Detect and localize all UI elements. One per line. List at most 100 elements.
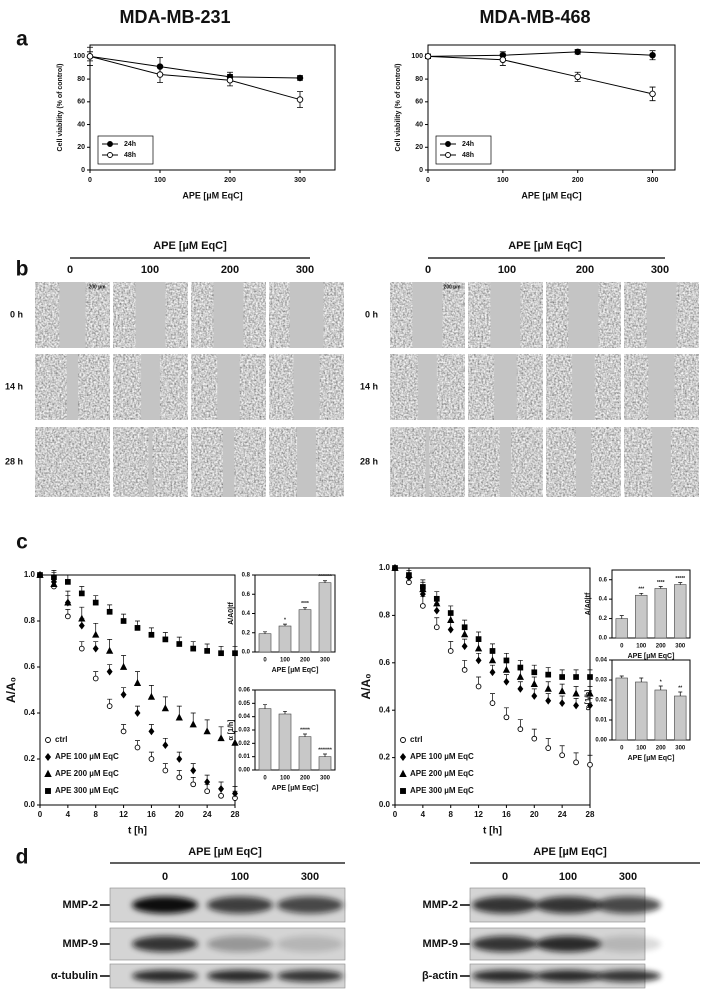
wound-gap	[412, 282, 443, 348]
panel-label: b	[16, 258, 29, 281]
x-tick-label: 100	[497, 177, 509, 184]
marker	[424, 53, 432, 60]
marker	[489, 700, 496, 706]
y-tick-label: 0.00	[595, 738, 607, 744]
time-label: 28 h	[360, 456, 378, 466]
x-tick-label: 0	[426, 177, 430, 184]
dose-label: 0	[425, 264, 431, 276]
wound-gap	[425, 427, 430, 497]
wound-gap	[572, 354, 595, 420]
error-bar	[658, 586, 663, 589]
blot-band	[207, 936, 273, 952]
marker	[176, 755, 183, 763]
bar	[258, 708, 272, 771]
bar	[654, 689, 667, 741]
dose-label: 300	[619, 871, 637, 883]
wound-gap	[652, 427, 671, 497]
blot-band	[132, 936, 198, 952]
error-bar	[619, 675, 624, 678]
marker	[433, 599, 441, 607]
y-tick-label: 0.04	[595, 658, 607, 664]
marker	[447, 610, 454, 616]
marker	[107, 141, 113, 147]
bar	[318, 756, 332, 771]
scale-label: 200 µm	[88, 284, 106, 290]
marker	[531, 692, 538, 700]
marker	[50, 580, 58, 588]
marker	[107, 152, 113, 158]
dose-axis-label: APE [µM EqC]	[188, 846, 262, 858]
marker	[134, 625, 141, 631]
x-tick-label: 0	[393, 810, 398, 819]
error-bar	[678, 691, 683, 696]
y-tick-label: 0.02	[595, 698, 607, 704]
panel-label: d	[16, 846, 29, 869]
micrograph	[35, 427, 110, 497]
marker	[296, 74, 304, 82]
x-tick-label: 200	[224, 177, 236, 184]
y-tick-label: 0.01	[595, 718, 607, 724]
x-tick-label: 28	[586, 810, 595, 819]
marker	[400, 737, 406, 743]
x-tick-label: 12	[119, 810, 128, 819]
dose-axis-label: APE [µM EqC]	[533, 846, 607, 858]
marker	[106, 608, 113, 615]
marker	[461, 642, 468, 651]
marker	[92, 675, 99, 682]
x-tick-label: 8	[93, 810, 98, 819]
marker	[433, 624, 440, 631]
error-bar	[283, 710, 287, 714]
legend-label: APE 300 µM EqC	[55, 786, 119, 795]
marker	[147, 692, 156, 700]
legend-label: APE 300 µM EqC	[410, 786, 474, 795]
marker	[218, 650, 224, 657]
x-tick-label: 300	[320, 658, 331, 664]
marker	[78, 621, 85, 630]
x-tick-label: 4	[66, 810, 71, 819]
marker	[218, 792, 224, 799]
marker	[587, 701, 593, 710]
bar	[635, 681, 648, 741]
marker	[399, 769, 407, 777]
blot-band	[132, 970, 198, 982]
wound-gap	[297, 427, 316, 497]
plot-frame	[611, 569, 691, 639]
x-tick-label: 200	[300, 658, 311, 664]
marker	[475, 683, 482, 690]
marker	[587, 761, 593, 768]
marker	[559, 752, 565, 759]
dose-label: 0	[162, 871, 168, 883]
marker	[559, 674, 565, 680]
error-bar	[303, 607, 307, 610]
marker	[190, 766, 197, 775]
x-tick-label: 0	[263, 776, 267, 782]
marker	[204, 778, 211, 786]
marker	[474, 644, 483, 652]
marker	[217, 734, 225, 742]
marker	[106, 667, 113, 676]
marker	[420, 584, 426, 590]
blot-band	[277, 896, 343, 914]
x-tick-label: 200	[572, 177, 584, 184]
x-tick-label: 300	[675, 644, 686, 650]
series-line	[427, 51, 653, 57]
legend-label: 24h	[124, 141, 136, 148]
marker	[156, 71, 164, 78]
blot-band	[472, 970, 538, 982]
marker	[559, 699, 566, 707]
y-axis-label: A/A0|tf	[585, 592, 592, 615]
series-line	[89, 55, 301, 79]
y-tick-label: 0.6	[242, 592, 251, 598]
protein-label: α-tubulin	[51, 970, 98, 982]
marker	[296, 96, 304, 103]
x-axis-label: APE [µM EqC]	[521, 190, 581, 200]
marker	[120, 728, 127, 735]
wound-gap	[148, 427, 153, 497]
marker	[649, 90, 656, 98]
y-tick-label: 1.0	[379, 563, 391, 572]
protein-label: β-actin	[422, 970, 458, 982]
y-tick-label: 20	[415, 144, 423, 151]
marker	[400, 788, 406, 794]
marker	[447, 625, 454, 634]
